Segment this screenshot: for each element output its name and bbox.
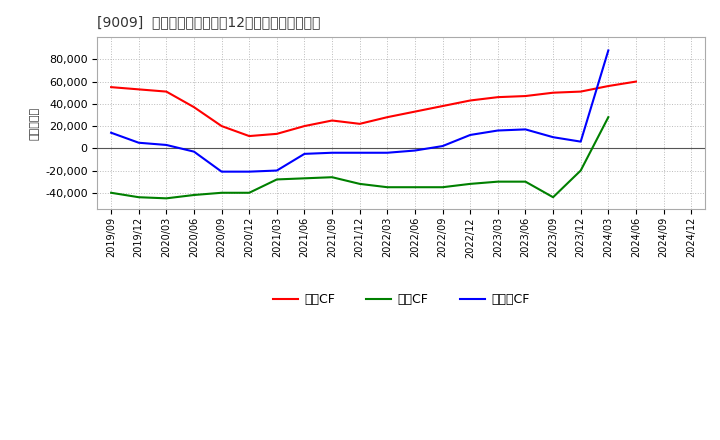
- 営業CF: [493, 95, 502, 100]
- Legend: 営業CF, 投資CF, フリーCF: 営業CF, 投資CF, フリーCF: [268, 288, 534, 311]
- Y-axis label: （百万円）: （百万円）: [30, 107, 40, 140]
- 投資CF: [273, 177, 282, 182]
- 営業CF: [631, 79, 640, 84]
- 投資CF: [438, 184, 447, 190]
- Line: フリーCF: フリーCF: [111, 51, 608, 172]
- フリーCF: [107, 130, 115, 136]
- フリーCF: [438, 143, 447, 149]
- 営業CF: [438, 103, 447, 109]
- 営業CF: [189, 105, 198, 110]
- 投資CF: [189, 192, 198, 198]
- 投資CF: [328, 175, 336, 180]
- Text: [9009]  キャッシュフローの12か月移動合計の推移: [9009] キャッシュフローの12か月移動合計の推移: [97, 15, 320, 29]
- 投資CF: [217, 190, 226, 195]
- フリーCF: [217, 169, 226, 174]
- 営業CF: [356, 121, 364, 126]
- 営業CF: [245, 133, 253, 139]
- 営業CF: [549, 90, 557, 95]
- 投資CF: [245, 190, 253, 195]
- 投資CF: [410, 184, 419, 190]
- 投資CF: [107, 190, 115, 195]
- 投資CF: [135, 194, 143, 200]
- 投資CF: [577, 168, 585, 173]
- 投資CF: [162, 196, 171, 201]
- 営業CF: [328, 118, 336, 123]
- フリーCF: [273, 168, 282, 173]
- フリーCF: [577, 139, 585, 144]
- フリーCF: [410, 148, 419, 153]
- 営業CF: [410, 109, 419, 114]
- Line: 営業CF: 営業CF: [111, 81, 636, 136]
- 営業CF: [466, 98, 474, 103]
- フリーCF: [521, 127, 530, 132]
- フリーCF: [162, 142, 171, 147]
- Line: 投資CF: 投資CF: [111, 117, 608, 198]
- 営業CF: [162, 89, 171, 94]
- フリーCF: [604, 48, 613, 53]
- フリーCF: [466, 132, 474, 138]
- 投資CF: [521, 179, 530, 184]
- 投資CF: [549, 194, 557, 200]
- 営業CF: [577, 89, 585, 94]
- フリーCF: [493, 128, 502, 133]
- 投資CF: [466, 181, 474, 187]
- フリーCF: [245, 169, 253, 174]
- 営業CF: [217, 124, 226, 129]
- 投資CF: [356, 181, 364, 187]
- 営業CF: [604, 84, 613, 89]
- 営業CF: [107, 84, 115, 90]
- 投資CF: [604, 114, 613, 120]
- 営業CF: [383, 114, 392, 120]
- フリーCF: [328, 150, 336, 155]
- 投資CF: [493, 179, 502, 184]
- フリーCF: [300, 151, 309, 157]
- 営業CF: [273, 131, 282, 136]
- フリーCF: [135, 140, 143, 145]
- 営業CF: [135, 87, 143, 92]
- 営業CF: [521, 93, 530, 99]
- 投資CF: [300, 176, 309, 181]
- フリーCF: [189, 149, 198, 154]
- フリーCF: [383, 150, 392, 155]
- 投資CF: [383, 184, 392, 190]
- フリーCF: [549, 135, 557, 140]
- フリーCF: [356, 150, 364, 155]
- 営業CF: [300, 124, 309, 129]
